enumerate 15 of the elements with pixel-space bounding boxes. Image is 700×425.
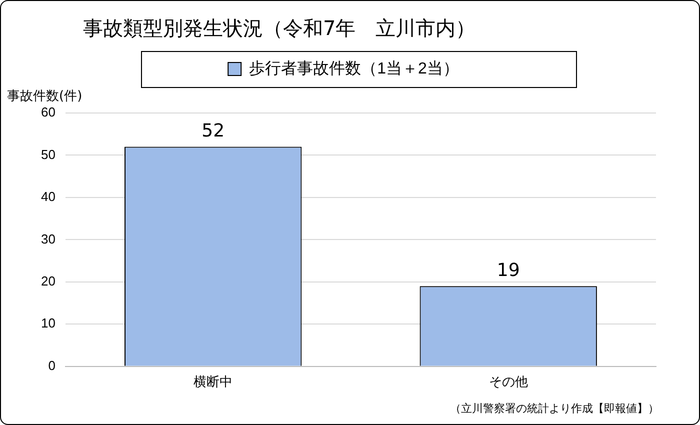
x-tick-label: 横断中 (194, 374, 233, 389)
data-label: 52 (202, 120, 225, 142)
text: （立川警察署の統計より作成【即報値】） (450, 401, 659, 416)
x-tick-label: その他 (488, 374, 528, 389)
y-tick-label: 50 (40, 146, 56, 162)
y-tick-label: 30 (40, 231, 56, 246)
data-label: 19 (496, 260, 520, 281)
legend-label: 歩行者事故件数（1当＋2当） (249, 59, 459, 78)
y-tick-label: 20 (40, 274, 56, 289)
y-tick-label: 40 (40, 189, 56, 204)
chart-title: 事故類型別発生状況（令和7年 立川市内） (83, 15, 476, 42)
y-tick-label: 0 (48, 358, 56, 373)
y-tick-label: 60 (40, 104, 56, 120)
y-tick-label: 10 (40, 316, 56, 331)
y-axis-title: 事故件数(件) (7, 88, 82, 105)
